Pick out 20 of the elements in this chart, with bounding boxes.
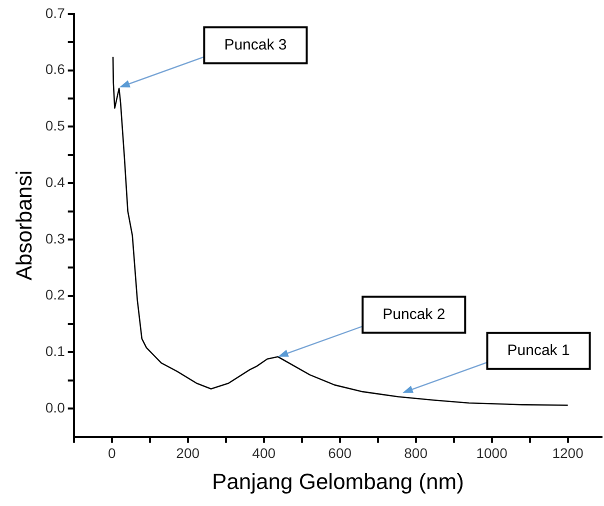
y-tick-label: 0.2	[45, 286, 66, 303]
x-tick-label: 1200	[552, 445, 584, 462]
y-tick-label: 0.0	[45, 399, 66, 416]
y-tick-label: 0.6	[45, 61, 66, 78]
x-axis-title: Panjang Gelombang (nm)	[212, 468, 464, 494]
x-tick-label: 200	[176, 445, 200, 462]
x-tick-label: 400	[252, 445, 276, 462]
annotation: Puncak 2	[382, 306, 446, 323]
y-tick-label: 0.5	[45, 118, 66, 134]
x-tick-label: 600	[328, 445, 352, 462]
annotation: Puncak 1	[507, 342, 570, 359]
annotation: Puncak 3	[224, 36, 287, 54]
x-tick-label: 800	[404, 445, 428, 462]
y-tick-label: 0.1	[45, 343, 66, 360]
x-tick-label: 0	[108, 445, 116, 462]
y-axis-title: Absorbansi	[11, 170, 36, 280]
y-tick-label: 0.7	[45, 4, 66, 21]
x-tick-label: 1000	[476, 445, 508, 462]
y-tick-label: 0.3	[45, 230, 66, 246]
y-tick-label: 0.4	[45, 174, 66, 190]
